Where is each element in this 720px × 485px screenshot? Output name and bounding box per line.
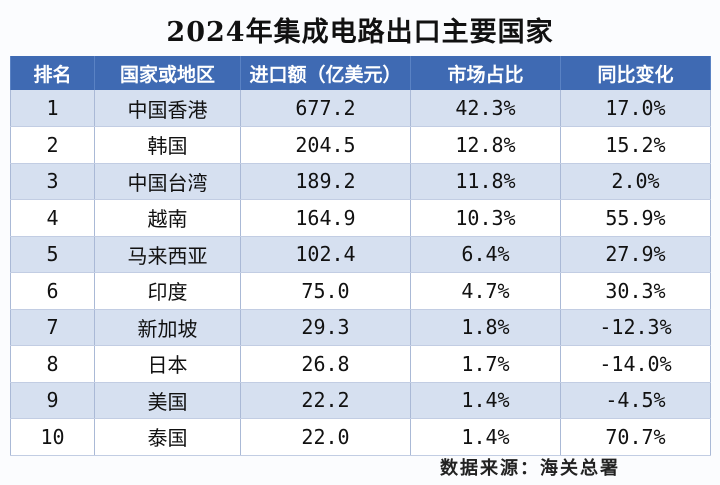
cell-country: 中国台湾 (94, 163, 241, 200)
table-row: 10 泰国 22.0 1.4% 70.7% (10, 418, 711, 456)
cell-rank: 8 (10, 345, 95, 383)
page-title: 2024年集成电路出口主要国家 (166, 17, 554, 48)
cell-value: 204.5 (240, 126, 411, 164)
cell-change: 2.0% (560, 163, 711, 200)
header-share: 市场占比 (410, 56, 561, 90)
header-rank: 排名 (10, 56, 95, 90)
cell-country: 韩国 (94, 126, 241, 164)
cell-value: 102.4 (240, 236, 411, 273)
cell-country: 印度 (94, 272, 241, 310)
cell-country: 越南 (94, 199, 241, 237)
cell-value: 22.2 (240, 382, 411, 419)
cell-rank: 6 (10, 272, 95, 310)
cell-rank: 2 (10, 126, 95, 164)
cell-share: 4.7% (410, 272, 561, 310)
cell-rank: 10 (10, 418, 95, 456)
cell-change: 70.7% (560, 418, 711, 456)
table-row: 6 印度 75.0 4.7% 30.3% (10, 272, 711, 310)
cell-rank: 1 (10, 90, 95, 127)
cell-change: -4.5% (560, 382, 711, 419)
cell-country: 美国 (94, 382, 241, 419)
data-table: 排名 国家或地区 进口额（亿美元） 市场占比 同比变化 1 中国香港 677.2… (10, 56, 711, 456)
cell-rank: 4 (10, 199, 95, 237)
cell-share: 10.3% (410, 199, 561, 237)
cell-country: 中国香港 (94, 90, 241, 127)
cell-value: 29.3 (240, 309, 411, 346)
cell-share: 42.3% (410, 90, 561, 127)
cell-value: 677.2 (240, 90, 411, 127)
cell-rank: 5 (10, 236, 95, 273)
table-container: 排名 国家或地区 进口额（亿美元） 市场占比 同比变化 1 中国香港 677.2… (10, 56, 711, 456)
cell-change: 30.3% (560, 272, 711, 310)
table-row: 5 马来西亚 102.4 6.4% 27.9% (10, 236, 711, 273)
cell-change: -14.0% (560, 345, 711, 383)
cell-share: 1.8% (410, 309, 561, 346)
table-row: 8 日本 26.8 1.7% -14.0% (10, 345, 711, 383)
cell-change: 27.9% (560, 236, 711, 273)
cell-value: 189.2 (240, 163, 411, 200)
cell-change: 55.9% (560, 199, 711, 237)
cell-share: 11.8% (410, 163, 561, 200)
source-note: 数据来源：海关总署 (440, 458, 620, 479)
header-country: 国家或地区 (94, 56, 241, 90)
cell-rank: 9 (10, 382, 95, 419)
cell-change: 17.0% (560, 90, 711, 127)
cell-change: -12.3% (560, 309, 711, 346)
table-row: 2 韩国 204.5 12.8% 15.2% (10, 126, 711, 164)
cell-country: 马来西亚 (94, 236, 241, 273)
cell-country: 日本 (94, 345, 241, 383)
cell-change: 15.2% (560, 126, 711, 164)
cell-share: 1.4% (410, 382, 561, 419)
cell-value: 26.8 (240, 345, 411, 383)
table-row: 4 越南 164.9 10.3% 55.9% (10, 199, 711, 237)
header-value: 进口额（亿美元） (240, 56, 411, 90)
header-change: 同比变化 (560, 56, 711, 90)
cell-rank: 3 (10, 163, 95, 200)
table-row: 1 中国香港 677.2 42.3% 17.0% (10, 90, 711, 127)
table-header-row: 排名 国家或地区 进口额（亿美元） 市场占比 同比变化 (10, 56, 711, 90)
cell-value: 164.9 (240, 199, 411, 237)
table-row: 3 中国台湾 189.2 11.8% 2.0% (10, 163, 711, 200)
cell-share: 1.4% (410, 418, 561, 456)
cell-share: 12.8% (410, 126, 561, 164)
table-row: 7 新加坡 29.3 1.8% -12.3% (10, 309, 711, 346)
cell-share: 6.4% (410, 236, 561, 273)
cell-value: 22.0 (240, 418, 411, 456)
cell-value: 75.0 (240, 272, 411, 310)
cell-country: 新加坡 (94, 309, 241, 346)
cell-country: 泰国 (94, 418, 241, 456)
cell-rank: 7 (10, 309, 95, 346)
cell-share: 1.7% (410, 345, 561, 383)
table-row: 9 美国 22.2 1.4% -4.5% (10, 382, 711, 419)
